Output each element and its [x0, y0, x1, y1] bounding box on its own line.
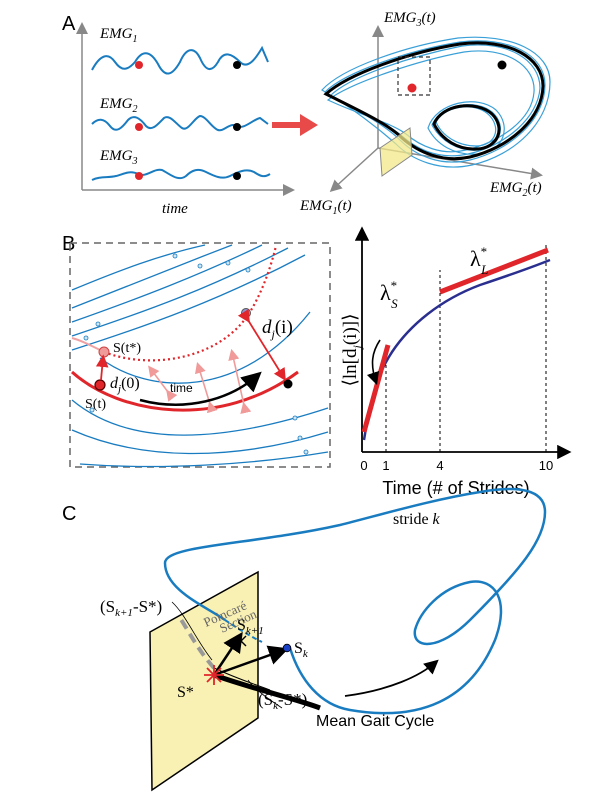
zoom-panel-frame — [69, 242, 331, 468]
a-time-label: time — [162, 201, 188, 217]
tick-10: 10 — [539, 458, 553, 473]
emg3-red-dot — [135, 172, 143, 180]
dj0-arrow — [95, 354, 109, 381]
pt-sk-label: Sk — [294, 640, 309, 660]
sk1-vector — [212, 631, 243, 676]
tick-0: 0 — [360, 458, 367, 473]
stride-label: stride k — [393, 511, 441, 528]
emg1-trace — [91, 45, 269, 75]
neighbor-points — [83, 253, 309, 455]
axis-emg2-label: EMG2(t) — [489, 180, 542, 199]
attractor-red-dot — [407, 83, 417, 93]
stride-trajectory-behind-plane — [224, 619, 263, 643]
panel-c-label: C — [62, 503, 76, 525]
lambda-s-label: λ* S — [380, 278, 398, 311]
thin-guide — [213, 667, 271, 691]
emg2-trace — [91, 114, 269, 132]
emg1-red-dot — [135, 61, 143, 69]
emg1-black-dot — [233, 61, 241, 69]
axis-emg3-label: EMG3(t) — [383, 10, 436, 29]
lambda-l-fit — [439, 247, 549, 295]
mean-gait-cycle — [213, 672, 321, 711]
attractor-black-dot — [497, 60, 507, 70]
panel-b: B — [62, 233, 331, 468]
zoom-box — [397, 56, 431, 96]
emg2-red-dot — [135, 123, 143, 131]
s-t-label: S(t) — [85, 397, 106, 412]
sk1-leader — [171, 601, 213, 661]
flow-arrow — [344, 659, 439, 697]
panel-b-label: B — [62, 233, 75, 255]
mean-attractor-inner — [432, 104, 501, 151]
pink-arrow-2 — [195, 361, 218, 414]
emg3-black-dot — [233, 172, 241, 180]
axis-emg1 — [329, 147, 379, 193]
s-t-point — [94, 379, 106, 391]
lambda-s-pointer — [366, 339, 381, 386]
s-star-marker — [204, 665, 224, 685]
a-poincare-section — [379, 127, 413, 177]
reference-trajectory — [71, 370, 299, 412]
panel-c: C stride k Poincaré Section (Sk+1-S*) Sk… — [62, 487, 547, 792]
neighbor-trajectories — [71, 244, 329, 468]
lambda-l-label: λ* L — [470, 244, 488, 277]
divergence-plot: 0 1 4 10 Time (# of Strides) ⟨ln[dj(i)]⟩… — [340, 226, 572, 498]
tick-1: 1 — [382, 458, 389, 473]
axis-emg1-label: EMG1(t) — [299, 198, 352, 217]
pt-sk1-label: Sk+1 — [237, 617, 264, 637]
emg2-black-dot — [233, 123, 241, 131]
emg3-trace — [91, 168, 271, 181]
previous-trajectory-dashed — [178, 616, 216, 670]
sk-leader — [247, 679, 283, 709]
time-arrow — [139, 371, 262, 406]
s-tstar-label: S(t*) — [113, 341, 141, 356]
b-x-label: Time (# of Strides) — [382, 478, 529, 498]
lambda-s-fit — [361, 344, 391, 433]
dj0-label: dj(0) — [110, 375, 140, 395]
s-tstar-point — [98, 346, 110, 358]
sk-point — [282, 643, 292, 653]
panel-a: A EMG1 EMG2 EMG3 time EMG3(t) EMG2(t) EM… — [62, 10, 551, 217]
mean-gait-cycle-label: Mean Gait Cycle — [316, 713, 434, 730]
emg3-label: EMG3 — [99, 148, 138, 167]
sstar-label: S* — [177, 684, 194, 701]
attractor-trajectories — [321, 36, 551, 168]
sk-minus-sstar-label: (Sk-S*) — [258, 690, 307, 712]
sk1-minus-sstar-label: (Sk+1-S*) — [100, 597, 162, 619]
pink-arrow-3 — [228, 348, 252, 415]
b-time-label: time — [170, 381, 193, 395]
sk-vector — [213, 645, 289, 677]
emg1-label: EMG1 — [99, 26, 138, 45]
pink-arrow-1 — [148, 365, 178, 402]
tick-4: 4 — [436, 458, 443, 473]
panel-a-label: A — [62, 13, 76, 35]
s-t-i-point — [283, 379, 293, 389]
s-tstar-i-point — [241, 308, 251, 318]
stride-trajectory — [163, 487, 547, 715]
dji-label: dj(i) — [262, 317, 293, 341]
sk1-marker — [235, 635, 247, 647]
b-y-label: ⟨ln[dj(i)]⟩ — [340, 313, 364, 386]
emg2-label: EMG2 — [99, 96, 138, 115]
transform-arrow — [272, 114, 318, 136]
dji-arrow — [237, 309, 286, 382]
poincare-plane — [149, 570, 259, 792]
